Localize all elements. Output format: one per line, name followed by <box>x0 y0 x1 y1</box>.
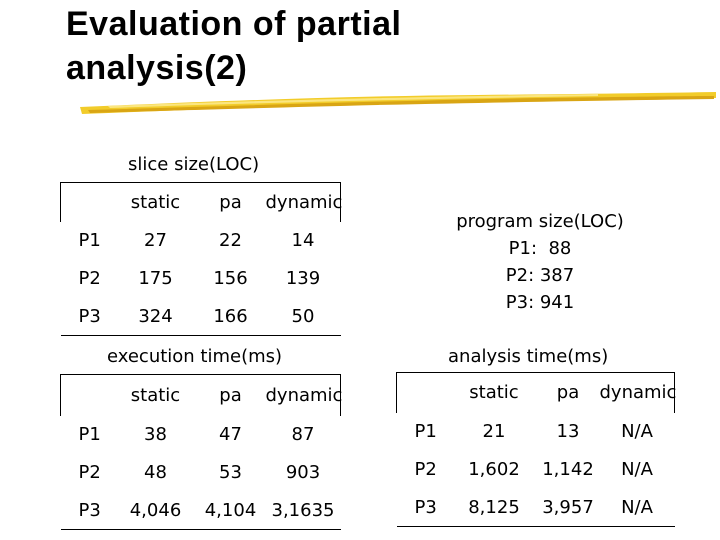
slice-header-row: static pa dynamic <box>60 182 342 222</box>
analysis-header-row: static pa dynamic <box>396 372 676 413</box>
row-label-cell: P3 <box>396 488 452 527</box>
table-row: P1 38 47 87 <box>61 416 341 454</box>
table-cell: 53 <box>219 462 242 483</box>
analysis-time-table: static pa dynamic P1 21 13 N/A P2 1,602 1,142 N/A P… <box>396 372 676 527</box>
analysis-time-caption: analysis time(ms) <box>448 346 609 367</box>
table-cell: N/A <box>621 459 653 480</box>
table-cell: 903 <box>285 462 321 483</box>
slide-title: Evaluation of partial analysis(2) <box>66 2 401 90</box>
table-cell: 48 <box>144 462 167 483</box>
execution-time-caption: execution time(ms) <box>107 346 283 367</box>
table-row: P2 1,602 1,142 N/A <box>397 451 675 489</box>
table-row: P3 8,125 3,957 N/A <box>396 488 675 527</box>
slice-header-row-label <box>60 182 116 222</box>
row-label-cell: P1 <box>78 424 101 445</box>
row-label-cell: P2 <box>78 462 101 483</box>
row-label-cell: P2 <box>78 268 101 289</box>
slice-size-caption: slice size(LOC) <box>128 154 260 175</box>
execution-header-static: static <box>115 374 196 416</box>
execution-header-row: static pa dynamic <box>60 374 342 416</box>
slice-size-table: static pa dynamic P1 27 22 14 P2 175 156 139 P3 324 1… <box>60 182 342 336</box>
row-label-cell: P3 <box>60 297 116 336</box>
slice-header-dynamic: dynamic <box>265 182 342 222</box>
execution-time-table: static pa dynamic P1 38 47 87 P2 48 53 903 P3 4,046 4… <box>60 374 342 530</box>
table-cell: 1,602 <box>468 459 520 480</box>
table-cell: 21 <box>482 421 506 442</box>
table-cell: 4,046 <box>115 491 196 530</box>
table-row: P3 324 166 50 <box>60 297 341 336</box>
table-cell: 22 <box>219 230 242 251</box>
table-cell: 38 <box>144 424 167 445</box>
table-row: P2 175 156 139 <box>61 260 341 298</box>
table-cell: N/A <box>621 421 653 442</box>
program-size-caption: program size(LOC) <box>456 211 624 232</box>
execution-header-pa: pa <box>195 374 266 416</box>
analysis-header-static: static <box>451 372 537 413</box>
program-size-p2: P2: 387 <box>505 265 575 286</box>
slice-header-pa: pa <box>195 182 266 222</box>
table-cell: 156 <box>213 268 248 289</box>
table-cell: 324 <box>115 297 196 336</box>
slide-title-line-1: Evaluation of partial <box>66 5 402 43</box>
analysis-header-pa: pa <box>536 372 600 413</box>
table-cell: 3,1635 <box>265 491 341 530</box>
slice-header-static: static <box>115 182 196 222</box>
table-cell: 27 <box>144 230 167 251</box>
table-cell: 139 <box>285 268 321 289</box>
row-label-cell: P1 <box>78 230 101 251</box>
table-row: P1 21 13 N/A <box>397 413 675 451</box>
table-cell: 50 <box>265 297 341 336</box>
table-cell: 8,125 <box>451 488 537 527</box>
table-cell: 47 <box>219 424 242 445</box>
table-cell: 166 <box>195 297 266 336</box>
table-cell: 1,142 <box>542 459 594 480</box>
table-row: P1 27 22 14 <box>61 222 341 260</box>
table-cell: N/A <box>599 488 675 527</box>
analysis-header-dynamic: dynamic <box>599 372 676 413</box>
row-label-cell: P2 <box>414 459 437 480</box>
table-cell: 13 <box>556 421 580 442</box>
table-row: P3 4,046 4,104 3,1635 <box>60 491 341 530</box>
table-cell: 3,957 <box>536 488 600 527</box>
program-size-p3: P3: 941 <box>505 292 575 313</box>
analysis-header-row-label <box>396 372 452 413</box>
program-size-p1: P1: 88 <box>508 238 572 259</box>
table-cell: 175 <box>138 268 173 289</box>
table-cell: 14 <box>291 230 315 251</box>
table-cell: 4,104 <box>195 491 266 530</box>
program-size-block: program size(LOC) P1: 88 P2: 387 P3: 941 <box>440 208 640 316</box>
table-cell: 87 <box>291 424 315 445</box>
slide-title-line-2: analysis(2) <box>66 49 248 87</box>
execution-header-dynamic: dynamic <box>265 374 342 416</box>
row-label-cell: P3 <box>60 491 116 530</box>
table-row: P2 48 53 903 <box>61 454 341 492</box>
title-underline-brushstroke <box>80 92 716 114</box>
execution-header-row-label <box>60 374 116 416</box>
row-label-cell: P1 <box>414 421 437 442</box>
